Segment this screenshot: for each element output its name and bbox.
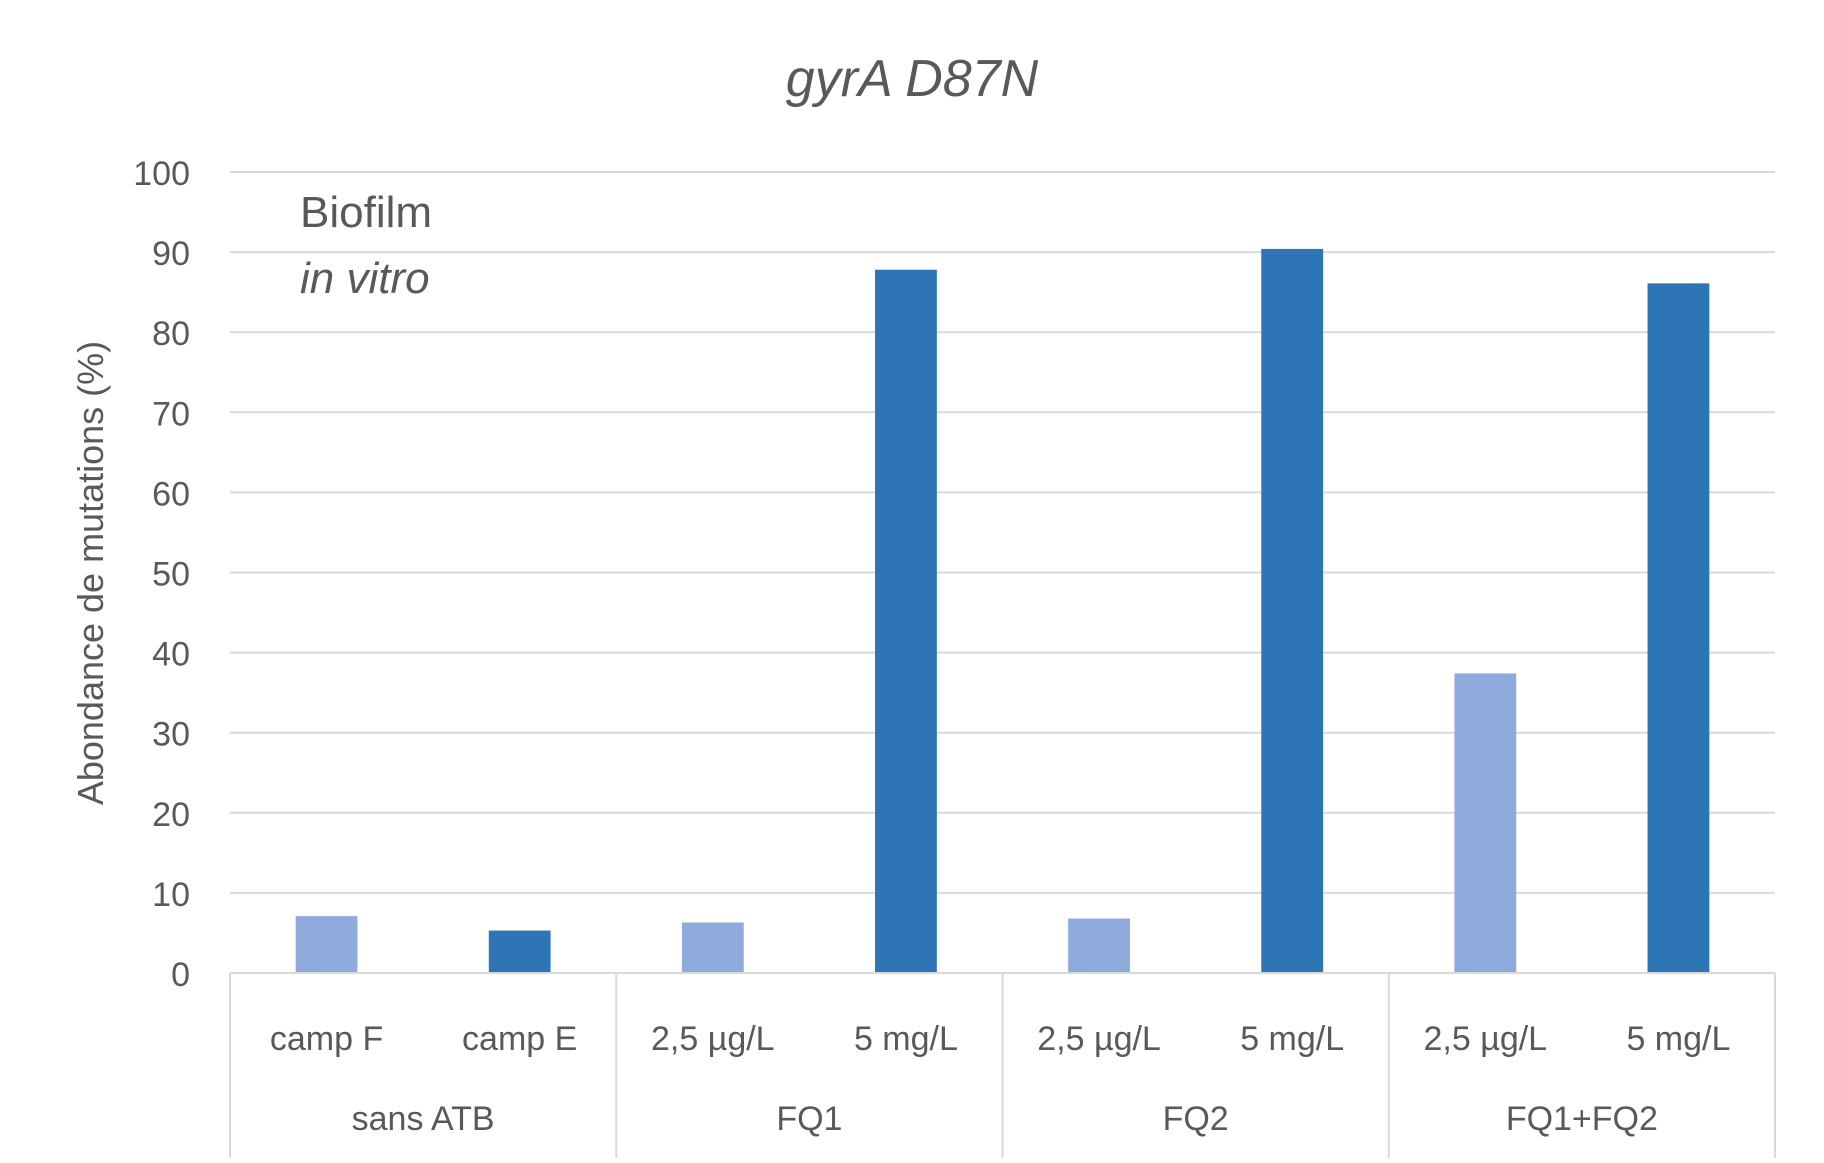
y-tick-label: 20 — [152, 796, 190, 834]
bar — [1454, 673, 1517, 973]
y-axis-label: Abondance de mutations (%) — [70, 341, 111, 805]
y-tick-label: 0 — [171, 956, 190, 994]
y-axis-ticks: 0 10 20 30 40 50 60 70 80 90 100 — [133, 155, 190, 994]
y-tick-label: 70 — [152, 395, 190, 433]
x-tick-label: camp F — [270, 1020, 383, 1058]
annotation-biofilm: Biofilm — [300, 188, 432, 237]
group-label: FQ1 — [776, 1100, 842, 1138]
bar — [1261, 248, 1324, 973]
bar — [681, 922, 744, 973]
x-tick-label: camp E — [462, 1020, 577, 1058]
gridlines — [230, 171, 1775, 894]
bar — [875, 269, 937, 973]
y-tick-label: 10 — [152, 876, 190, 914]
x-tick-label: 2,5 µg/L — [1037, 1020, 1161, 1058]
bar — [295, 916, 358, 973]
x-tick-label: 2,5 µg/L — [1424, 1020, 1548, 1058]
y-tick-label: 60 — [152, 475, 190, 513]
bar — [1647, 283, 1710, 973]
y-tick-label: 30 — [152, 716, 190, 754]
y-tick-label: 90 — [152, 235, 190, 273]
x-tick-label: 5 mg/L — [854, 1020, 958, 1058]
x-tick-label: 5 mg/L — [1626, 1020, 1730, 1058]
y-tick-label: 100 — [133, 155, 190, 193]
x-tick-label: 2,5 µg/L — [651, 1020, 775, 1058]
bars — [295, 248, 1710, 973]
group-label: sans ATB — [352, 1100, 495, 1138]
y-tick-label: 50 — [152, 556, 190, 594]
group-label: FQ2 — [1163, 1100, 1229, 1138]
y-tick-label: 40 — [152, 636, 190, 674]
annotation-in-vitro: in vitro — [300, 254, 430, 303]
bar — [1068, 918, 1130, 973]
x-tick-label: 5 mg/L — [1240, 1020, 1344, 1058]
category-axis: sans ATB FQ1 FQ2 FQ1+FQ2 camp F camp E 2,5 µg/… — [229, 972, 1776, 1158]
chart-title: gyrA D87N — [786, 50, 1039, 108]
group-label: FQ1+FQ2 — [1506, 1100, 1658, 1138]
y-tick-label: 80 — [152, 315, 190, 353]
bar — [488, 930, 551, 973]
